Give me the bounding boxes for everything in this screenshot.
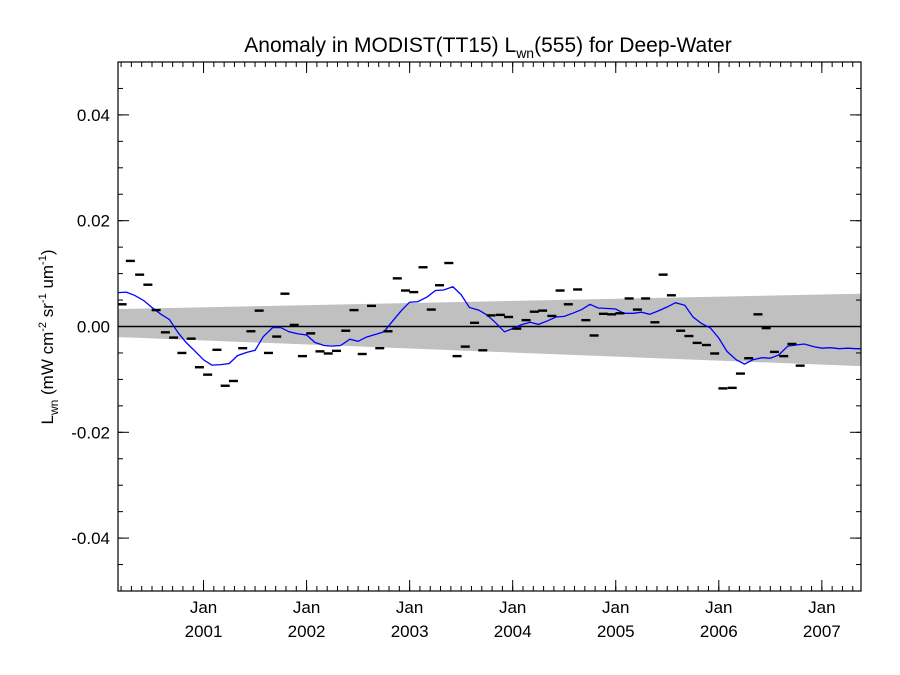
x-tick-label-year: 2004 [494,622,532,641]
y-axis-label: Lwn (mW cm-2 sr-1 um-1) [37,249,61,424]
x-tick-label-year: 2003 [391,622,429,641]
ylabel-exp3: -1 [37,255,49,265]
chart-title: Anomaly in MODIST(TT15) Lwn(555) for Dee… [244,34,731,61]
title-prefix: Anomaly in MODIST(TT15) L [244,34,516,57]
title-subscript: wn [515,45,534,61]
ylabel-exp1: -2 [37,322,49,332]
ylabel-tail: um [38,265,57,293]
x-tick-label-year: 2007 [803,622,841,641]
ylabel-open: (mW cm [38,332,57,400]
x-tick-label-year: 2001 [185,622,223,641]
ylabel-exp2: -1 [37,293,49,303]
y-tick-label: 0.02 [77,212,110,231]
x-tick-label-month: Jan [499,598,526,617]
x-tick-label-year: 2002 [288,622,326,641]
y-tick-label: 0.04 [77,106,110,125]
x-tick-label-month: Jan [808,598,835,617]
plot-area: 0.04 0.02 0.00 -0.02 -0.04 Jan 2001 Jan 2002 Jan 2… [71,61,862,641]
uncertainty-band [118,293,861,367]
ylabel-base-subscript: wn [47,400,61,416]
running-mean-line [117,286,861,366]
y-tick-label: -0.04 [71,529,110,548]
x-tick-label-month: Jan [396,598,423,617]
x-tick-label-month: Jan [190,598,217,617]
x-tick-label-month: Jan [293,598,320,617]
x-tick-label-month: Jan [705,598,732,617]
x-tick-label-year: 2006 [700,622,738,641]
ylabel-base: L [38,415,57,424]
ylabel-close: ) [38,249,57,255]
y-tick-label: 0.00 [77,318,110,337]
x-tick-label-year: 2005 [597,622,635,641]
title-suffix: (555) for Deep-Water [534,34,732,57]
plot-frame [117,61,862,592]
x-tick-label-month: Jan [602,598,629,617]
y-tick-label: -0.02 [71,423,110,442]
ylabel-mid: sr [38,303,57,322]
